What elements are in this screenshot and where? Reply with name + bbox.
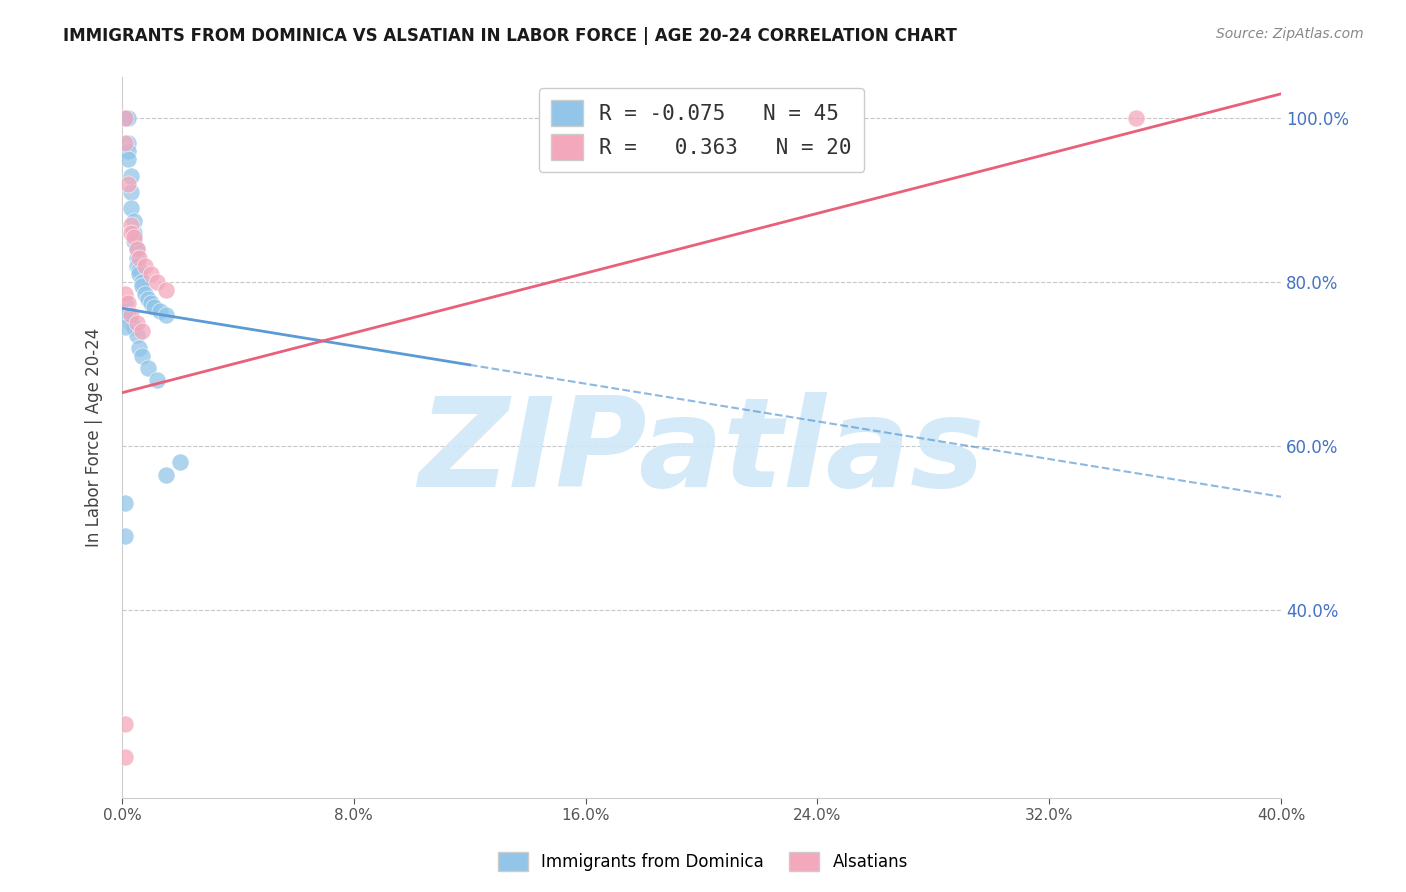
Point xyxy=(120,169,142,183)
Point xyxy=(122,226,145,240)
Point xyxy=(114,529,136,543)
Point xyxy=(120,308,142,322)
Point xyxy=(120,202,142,216)
Point xyxy=(114,112,136,126)
Point xyxy=(122,234,145,248)
Point xyxy=(131,275,153,289)
Point xyxy=(125,243,148,257)
Point xyxy=(114,496,136,510)
Point xyxy=(139,295,162,310)
Point xyxy=(131,324,153,338)
Point xyxy=(117,295,139,310)
Point xyxy=(117,308,139,322)
Point xyxy=(128,341,150,355)
Point xyxy=(146,275,169,289)
Point xyxy=(136,292,159,306)
Point xyxy=(128,251,150,265)
Point xyxy=(114,308,136,322)
Point xyxy=(114,112,136,126)
Point xyxy=(117,136,139,150)
Point xyxy=(114,112,136,126)
Point xyxy=(117,177,139,191)
Point xyxy=(122,320,145,334)
Point xyxy=(134,259,156,273)
Point xyxy=(114,287,136,301)
Point xyxy=(142,300,165,314)
Point xyxy=(122,230,145,244)
Point xyxy=(120,218,142,232)
Point xyxy=(120,226,142,240)
Point xyxy=(114,295,136,310)
Point xyxy=(117,153,139,167)
Point xyxy=(114,136,136,150)
Point xyxy=(139,267,162,281)
Y-axis label: In Labor Force | Age 20-24: In Labor Force | Age 20-24 xyxy=(86,328,103,548)
Point xyxy=(155,284,177,298)
Point xyxy=(131,279,153,293)
Point xyxy=(169,455,191,469)
Point xyxy=(117,112,139,126)
Point xyxy=(125,328,148,343)
Point xyxy=(111,112,134,126)
Point xyxy=(114,308,136,322)
Point xyxy=(125,251,148,265)
Point xyxy=(1125,112,1147,126)
Point xyxy=(146,373,169,387)
Point xyxy=(114,112,136,126)
Point xyxy=(125,316,148,330)
Legend: Immigrants from Dominica, Alsatians: Immigrants from Dominica, Alsatians xyxy=(489,843,917,880)
Point xyxy=(155,467,177,482)
Point xyxy=(125,243,148,257)
Point xyxy=(149,303,172,318)
Point xyxy=(131,349,153,363)
Point xyxy=(114,320,136,334)
Text: Source: ZipAtlas.com: Source: ZipAtlas.com xyxy=(1216,27,1364,41)
Point xyxy=(128,263,150,277)
Point xyxy=(114,717,136,731)
Point xyxy=(155,308,177,322)
Point xyxy=(117,144,139,158)
Point xyxy=(114,112,136,126)
Point xyxy=(120,185,142,199)
Point xyxy=(136,361,159,376)
Point xyxy=(114,112,136,126)
Point xyxy=(125,259,148,273)
Point xyxy=(120,316,142,330)
Point xyxy=(122,213,145,227)
Point xyxy=(134,287,156,301)
Point xyxy=(114,750,136,764)
Text: IMMIGRANTS FROM DOMINICA VS ALSATIAN IN LABOR FORCE | AGE 20-24 CORRELATION CHAR: IMMIGRANTS FROM DOMINICA VS ALSATIAN IN … xyxy=(63,27,957,45)
Point xyxy=(128,267,150,281)
Text: ZIPatlas: ZIPatlas xyxy=(418,392,984,513)
Legend: R = -0.075   N = 45, R =   0.363   N = 20: R = -0.075 N = 45, R = 0.363 N = 20 xyxy=(538,87,865,172)
